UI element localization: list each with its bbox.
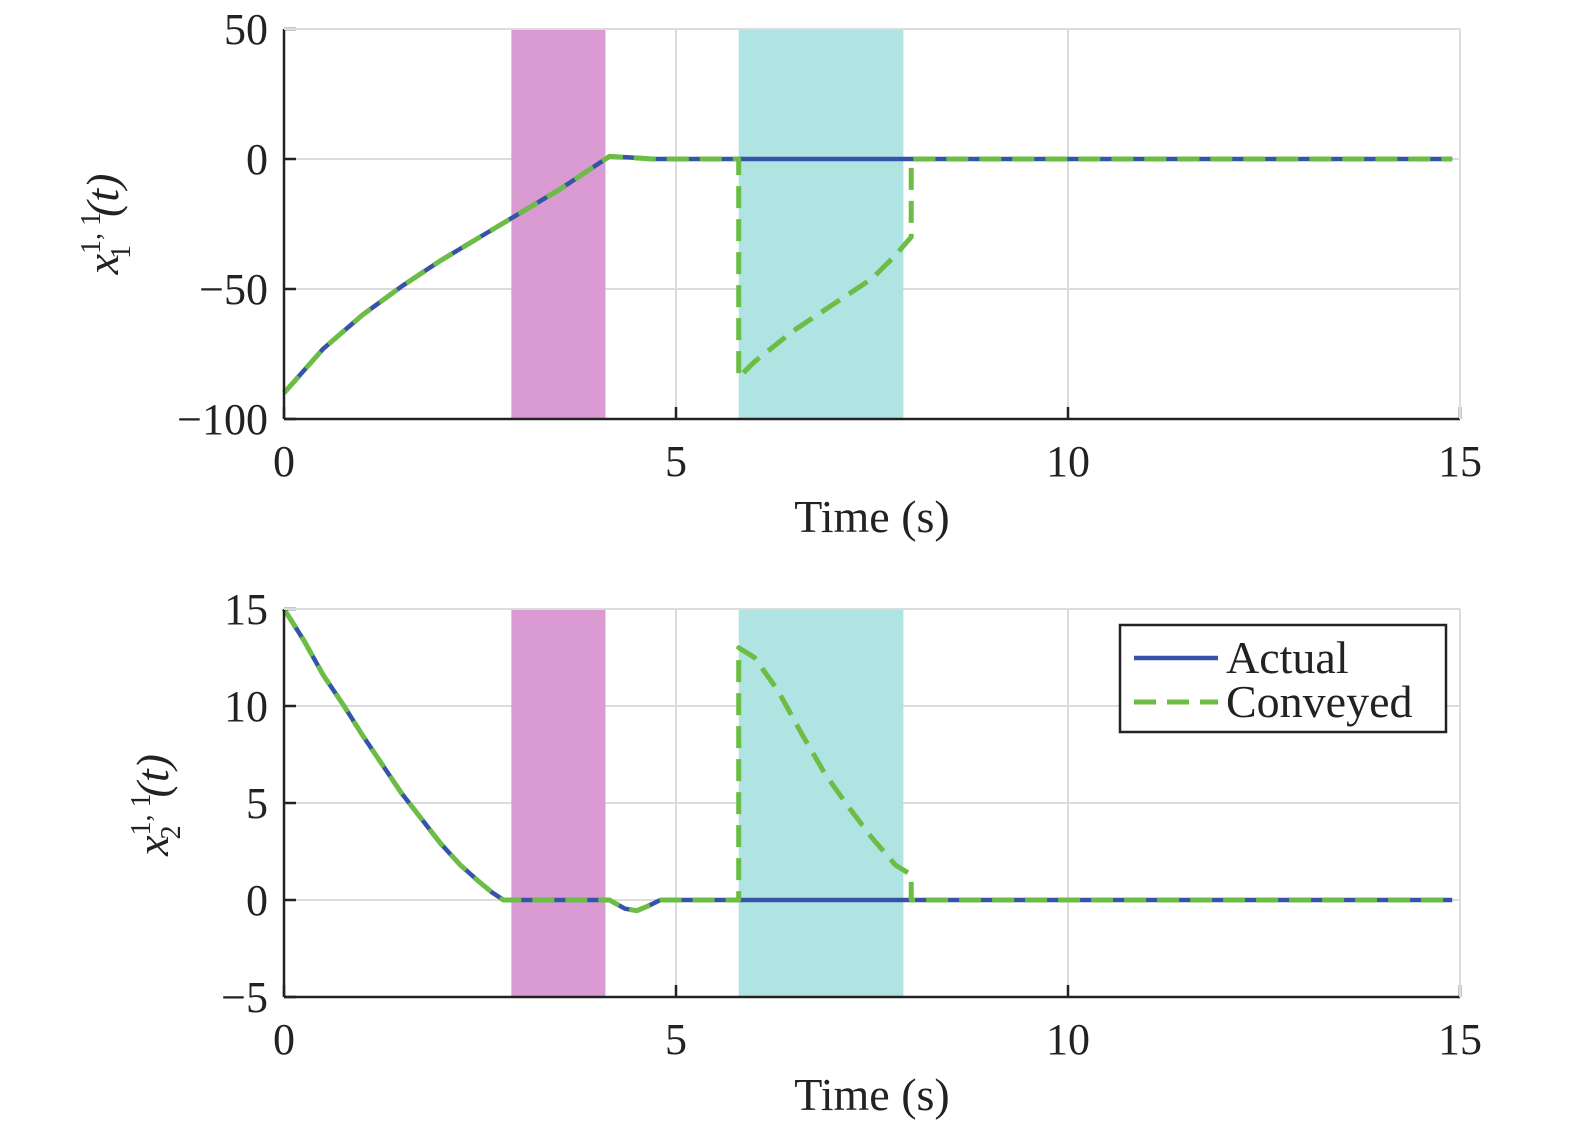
legend-label-actual: Actual [1226,632,1349,683]
y-tick-label: −50 [199,265,268,314]
y-axis-title: x1, 12(t) [126,754,187,857]
x-tick-label: 15 [1438,437,1482,486]
x-tick-label: 10 [1046,437,1090,486]
legend-label-conveyed: Conveyed [1226,676,1413,727]
x-tick-label: 5 [665,437,687,486]
y-tick-label: 0 [246,876,268,925]
legend-box [1118,623,1448,734]
shaded-band-2 [738,29,904,419]
y-tick-label: −5 [221,973,268,1022]
series-line-conveyed [281,607,1453,914]
x-tick-label: 5 [665,1015,687,1064]
y-tick-label: 10 [224,682,268,731]
y-tick-label: 50 [224,5,268,54]
x-tick-label: 10 [1046,1015,1090,1064]
x-tick-label: 0 [273,1015,295,1064]
top-panel: 0 5 10 15 −100 −50 0 50 Time (s) x1, 11(t) [76,5,1482,542]
x-tick-label: 15 [1438,1015,1482,1064]
y-tick-label: −100 [177,395,268,444]
x-axis-title: Time (s) [794,1069,950,1120]
shaded-band-1 [511,609,606,997]
x-tick-label: 0 [273,437,295,486]
y-tick-label: 5 [246,779,268,828]
x-axis-title: Time (s) [794,491,950,542]
series-line-conveyed [282,153,1453,395]
y-axis-title: x1, 11(t) [76,174,137,276]
y-tick-label: 0 [246,135,268,184]
shaded-band-1 [511,29,606,419]
y-tick-label: 15 [224,585,268,634]
shaded-band-2 [738,609,904,997]
